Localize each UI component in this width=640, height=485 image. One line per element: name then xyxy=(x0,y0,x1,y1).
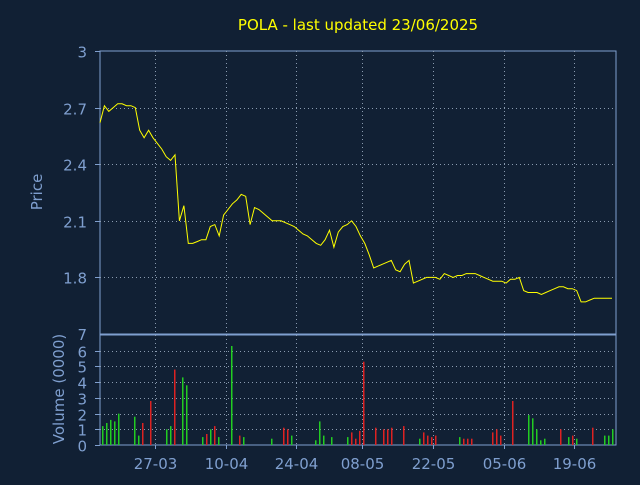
volume-bar xyxy=(363,361,365,445)
volume-bar xyxy=(287,429,289,445)
volume-bar xyxy=(170,426,172,445)
volume-tick-label: 2 xyxy=(77,407,87,425)
price-bottom-tick-label: 7 xyxy=(77,326,87,344)
volume-bar xyxy=(560,429,562,445)
volume-bar xyxy=(142,423,144,445)
volume-bar xyxy=(592,427,594,445)
volume-tick-label: 0 xyxy=(77,438,87,456)
volume-tick-label: 6 xyxy=(77,344,87,362)
volume-bar xyxy=(459,437,461,445)
volume-bar xyxy=(419,438,421,445)
price-tick-label: 3 xyxy=(77,44,87,62)
volume-bar xyxy=(500,435,502,445)
x-tick-label: 05-06 xyxy=(483,455,527,473)
volume-plot-frame xyxy=(99,334,617,446)
volume-bar xyxy=(528,415,530,445)
volume-bar xyxy=(206,434,208,445)
volume-bar xyxy=(568,437,570,445)
volume-bar xyxy=(375,427,377,445)
price-series-line xyxy=(99,103,612,303)
volume-bar xyxy=(283,427,285,445)
volume-bar xyxy=(110,419,112,445)
volume-bar xyxy=(427,435,429,445)
volume-bar xyxy=(536,429,538,445)
x-tick-label: 24-04 xyxy=(275,455,319,473)
price-panel: 1.8 2.1 2.4 2.7 3 7 xyxy=(63,44,617,344)
volume-bar xyxy=(496,429,498,445)
volume-bar xyxy=(186,385,188,445)
volume-bar xyxy=(150,401,152,445)
volume-bar xyxy=(231,346,233,445)
x-tick-label: 08-05 xyxy=(341,455,385,473)
volume-bar xyxy=(572,435,574,445)
volume-bar xyxy=(540,440,542,445)
volume-bar xyxy=(166,429,168,445)
volume-bar xyxy=(174,369,176,445)
volume-bar xyxy=(435,435,437,445)
price-tick-label: 2.1 xyxy=(63,214,87,232)
volume-bar xyxy=(391,427,393,445)
volume-bar xyxy=(423,432,425,445)
volume-bar xyxy=(138,435,140,445)
volume-bar xyxy=(239,435,241,445)
volume-bar xyxy=(271,438,273,445)
volume-bar xyxy=(182,377,184,445)
volume-bar xyxy=(210,429,212,445)
volume-bar xyxy=(218,437,220,445)
volume-bar xyxy=(467,438,469,445)
volume-bar xyxy=(319,421,321,445)
volume-axis-label: Volume (0000) xyxy=(50,334,68,444)
price-tick-label: 2.7 xyxy=(63,101,87,119)
volume-bar xyxy=(612,429,614,445)
volume-bar xyxy=(118,413,120,445)
volume-bar xyxy=(315,440,317,445)
x-tick-label: 19-06 xyxy=(553,455,597,473)
volume-bar xyxy=(102,426,104,445)
volume-tick-label: 4 xyxy=(77,375,87,393)
volume-tick-label: 1 xyxy=(77,422,87,440)
volume-tick-label: 3 xyxy=(77,391,87,409)
volume-bar xyxy=(532,418,534,445)
volume-bar xyxy=(359,430,361,445)
volume-bar xyxy=(351,432,353,445)
volume-bar xyxy=(403,426,405,445)
volume-bar xyxy=(202,437,204,445)
volume-bar xyxy=(106,423,108,445)
volume-tick-label: 5 xyxy=(77,359,87,377)
volume-bar xyxy=(431,437,433,445)
price-tick-label: 1.8 xyxy=(63,270,87,288)
volume-bar xyxy=(323,435,325,445)
volume-bar xyxy=(214,426,216,445)
volume-bar xyxy=(387,429,389,445)
volume-bar xyxy=(492,432,494,445)
volume-bar xyxy=(114,421,116,445)
volume-bar xyxy=(544,438,546,445)
volume-bar xyxy=(608,435,610,445)
volume-bar xyxy=(331,437,333,445)
price-tick-label: 2.4 xyxy=(63,157,87,175)
volume-bar xyxy=(291,435,293,445)
volume-bar xyxy=(243,437,245,445)
volume-bar xyxy=(604,435,606,445)
price-axis-label: Price xyxy=(28,174,46,211)
volume-bar xyxy=(576,438,578,445)
price-plot-frame xyxy=(99,50,617,335)
volume-bar xyxy=(512,401,514,445)
volume-bar xyxy=(383,429,385,445)
volume-bar xyxy=(463,438,465,445)
x-tick-label: 27-03 xyxy=(134,455,178,473)
volume-bar xyxy=(471,438,473,445)
volume-bar xyxy=(355,438,357,445)
volume-bar xyxy=(347,437,349,445)
volume-bar xyxy=(134,416,136,445)
x-tick-label: 10-04 xyxy=(205,455,249,473)
x-tick-label: 22-05 xyxy=(412,455,456,473)
chart-title: POLA - last updated 23/06/2025 xyxy=(238,16,478,34)
